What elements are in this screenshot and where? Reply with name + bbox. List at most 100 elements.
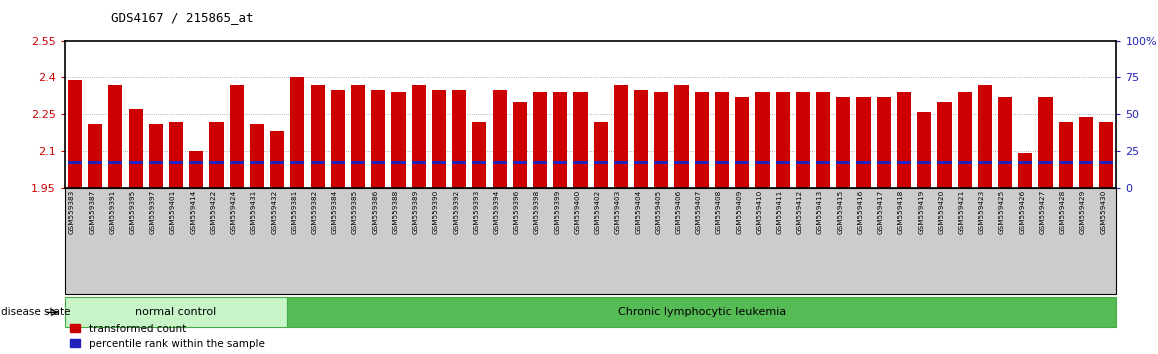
Text: GSM559415: GSM559415 <box>837 189 843 234</box>
Text: GSM559398: GSM559398 <box>534 189 540 234</box>
Bar <box>291 161 305 164</box>
Bar <box>836 161 850 164</box>
Text: GSM559397: GSM559397 <box>149 189 156 234</box>
Text: GSM559427: GSM559427 <box>1040 189 1046 234</box>
Bar <box>594 161 608 164</box>
Text: GSM559412: GSM559412 <box>797 189 802 234</box>
Bar <box>533 161 547 164</box>
Bar <box>917 161 931 164</box>
Bar <box>250 124 264 188</box>
Bar <box>594 121 608 188</box>
Bar <box>897 92 911 188</box>
Text: GSM559432: GSM559432 <box>271 189 277 234</box>
Bar <box>68 161 82 164</box>
Bar <box>513 161 527 164</box>
Bar <box>270 131 284 188</box>
Bar <box>210 121 223 188</box>
Text: GSM559389: GSM559389 <box>412 189 419 234</box>
Text: GSM559426: GSM559426 <box>1019 189 1025 234</box>
Text: GSM559423: GSM559423 <box>979 189 984 234</box>
Bar <box>573 161 587 164</box>
Bar <box>674 161 689 164</box>
Bar <box>917 112 931 188</box>
Text: GSM559404: GSM559404 <box>635 189 642 234</box>
Bar <box>148 124 163 188</box>
Bar <box>735 97 749 188</box>
Text: GSM559382: GSM559382 <box>312 189 317 234</box>
Bar <box>129 109 142 188</box>
Bar <box>88 161 102 164</box>
Bar <box>635 90 648 188</box>
Bar <box>533 92 547 188</box>
Text: GSM559416: GSM559416 <box>858 189 864 234</box>
Bar <box>857 161 871 164</box>
Bar <box>432 90 446 188</box>
Bar <box>816 161 830 164</box>
Bar <box>1099 161 1113 164</box>
Bar <box>88 124 102 188</box>
Bar <box>210 161 223 164</box>
Bar <box>776 92 790 188</box>
Bar <box>998 161 1012 164</box>
Bar <box>109 161 123 164</box>
Bar <box>351 85 365 188</box>
Text: GSM559403: GSM559403 <box>615 189 621 234</box>
Text: GSM559411: GSM559411 <box>777 189 783 234</box>
Text: GSM559424: GSM559424 <box>230 189 236 234</box>
Bar <box>472 121 486 188</box>
Bar <box>452 161 467 164</box>
Bar <box>148 161 163 164</box>
Bar <box>1018 153 1033 188</box>
Bar <box>937 161 952 164</box>
Bar <box>714 92 730 188</box>
Text: GSM559390: GSM559390 <box>433 189 439 234</box>
Bar <box>674 85 689 188</box>
Bar <box>109 85 123 188</box>
Text: GSM559395: GSM559395 <box>130 189 135 234</box>
Bar <box>857 97 871 188</box>
Bar <box>1058 161 1072 164</box>
Bar <box>877 161 891 164</box>
Legend: transformed count, percentile rank within the sample: transformed count, percentile rank withi… <box>69 324 265 349</box>
Text: GSM559413: GSM559413 <box>818 189 823 234</box>
Bar <box>331 161 345 164</box>
Text: GSM559428: GSM559428 <box>1060 189 1065 234</box>
Bar <box>250 161 264 164</box>
Bar <box>229 85 244 188</box>
Text: normal control: normal control <box>135 307 217 318</box>
Text: GSM559386: GSM559386 <box>372 189 379 234</box>
Text: GSM559392: GSM559392 <box>453 189 459 234</box>
Text: GSM559393: GSM559393 <box>474 189 479 234</box>
Bar <box>654 92 668 188</box>
Bar <box>1058 121 1072 188</box>
Bar <box>635 161 648 164</box>
Bar <box>714 161 730 164</box>
Text: GSM559409: GSM559409 <box>736 189 742 234</box>
Text: GSM559387: GSM559387 <box>89 189 95 234</box>
Bar <box>1079 161 1093 164</box>
Bar <box>129 161 142 164</box>
Bar <box>796 92 809 188</box>
Text: GSM559417: GSM559417 <box>878 189 884 234</box>
Bar <box>391 161 405 164</box>
Bar <box>351 161 365 164</box>
Bar <box>331 90 345 188</box>
Bar <box>695 161 709 164</box>
Bar <box>614 85 628 188</box>
Text: GSM559420: GSM559420 <box>938 189 945 234</box>
Bar <box>573 92 587 188</box>
Bar <box>310 161 324 164</box>
Bar <box>836 97 850 188</box>
Text: GSM559418: GSM559418 <box>897 189 904 234</box>
Bar <box>695 92 709 188</box>
Text: GSM559381: GSM559381 <box>292 189 298 234</box>
Text: GSM559419: GSM559419 <box>918 189 924 234</box>
Bar <box>897 161 911 164</box>
Bar <box>169 161 183 164</box>
Bar <box>310 85 324 188</box>
Bar <box>977 161 992 164</box>
Text: GSM559422: GSM559422 <box>211 189 217 234</box>
Text: GSM559429: GSM559429 <box>1080 189 1086 234</box>
Bar <box>614 161 628 164</box>
Bar <box>958 92 972 188</box>
